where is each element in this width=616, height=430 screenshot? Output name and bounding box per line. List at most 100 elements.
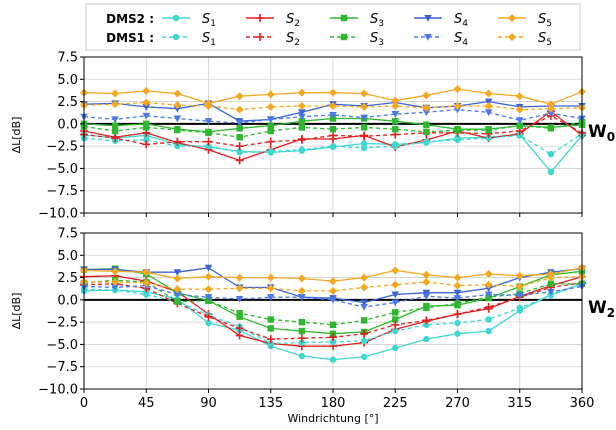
data-point-dms2-s1 <box>329 356 337 363</box>
data-point-dms1-s3 <box>298 124 306 131</box>
data-point-dms2-s5 <box>422 270 431 279</box>
data-point-dms1-s5 <box>453 281 462 290</box>
y-tick-label: 0.0 <box>57 293 78 308</box>
data-point-dms1-s2 <box>484 302 493 311</box>
data-point-dms1-s3 <box>329 126 337 133</box>
panel-w2: 7.5 5.0 2.5 0.0 −2.5 −5.0 −7.5 −10.00 45 90 135 180… <box>10 227 615 426</box>
data-point-dms2-s5 <box>360 273 369 282</box>
data-point-dms1-s5 <box>360 283 369 292</box>
data-point-dms1-s5 <box>329 102 337 111</box>
data-point-dms1-s1 <box>423 138 430 145</box>
data-point-dms2-s4 <box>391 291 400 299</box>
data-point-dms1-s3 <box>547 125 555 132</box>
data-point-dms1-s2 <box>422 316 431 325</box>
legend-label-dms1-s5: S5 <box>538 31 552 48</box>
data-point-dms1-s2 <box>266 335 275 344</box>
legend-marker-dms2-s3 <box>340 14 348 22</box>
y-tick-label: 7.5 <box>57 51 78 66</box>
data-point-dms2-s2 <box>235 156 244 165</box>
data-point-dms1-s4 <box>515 117 524 125</box>
data-point-dms2-s5 <box>173 89 182 98</box>
data-point-dms1-s2 <box>173 137 182 146</box>
data-point-dms1-s5 <box>204 285 213 294</box>
data-point-dms1-s4 <box>173 115 182 123</box>
data-point-dms1-s3 <box>485 126 492 134</box>
data-point-dms1-s1 <box>267 340 274 347</box>
data-point-dms2-s5 <box>391 96 400 105</box>
data-point-dms2-s5 <box>515 271 524 280</box>
data-point-dms1-s3 <box>547 280 555 288</box>
data-point-dms2-s5 <box>235 92 244 101</box>
x-axis-label: Windrichtung [°] <box>287 412 378 425</box>
legend-label-dms2-s4: S4 <box>454 12 468 29</box>
data-point-dms1-s5 <box>142 278 151 287</box>
data-point-dms1-s2 <box>360 132 369 141</box>
data-point-dms1-s3 <box>174 298 181 305</box>
legend-group-label-dms1: DMS1 : <box>106 31 154 45</box>
data-point-dms1-s2 <box>235 142 244 151</box>
data-point-dms1-s1 <box>298 339 306 346</box>
data-point-dms1-s2 <box>204 312 213 321</box>
data-point-dms1-s5 <box>391 280 400 289</box>
data-point-dms1-s2 <box>391 320 400 329</box>
data-point-dms1-s4 <box>173 291 182 299</box>
data-point-dms1-s4 <box>547 288 555 296</box>
y-tick-label: 7.5 <box>57 227 78 242</box>
data-point-dms1-s1 <box>143 291 150 298</box>
data-point-dms2-s4 <box>453 289 462 297</box>
y-tick-label: −5.0 <box>46 338 78 353</box>
data-point-dms1-s5 <box>515 282 524 291</box>
data-point-dms2-s3 <box>423 121 430 128</box>
data-point-dms2-s4 <box>360 299 368 307</box>
data-point-dms1-s2 <box>235 324 244 333</box>
legend-frame <box>85 3 581 51</box>
data-point-dms1-s1 <box>454 319 461 327</box>
data-point-dms1-s1 <box>516 304 523 312</box>
data-point-dms1-s5 <box>391 102 400 111</box>
data-point-dms1-s3 <box>174 126 181 134</box>
data-point-dms1-s3 <box>454 300 461 307</box>
data-point-dms1-s5 <box>329 286 337 295</box>
data-point-dms2-s1 <box>454 330 461 337</box>
data-point-dms2-s1 <box>360 353 368 361</box>
data-point-dms2-s3 <box>143 120 150 128</box>
data-point-dms1-s5 <box>235 105 244 114</box>
data-point-dms1-s4 <box>391 299 400 307</box>
data-point-dms2-s1 <box>485 327 492 335</box>
data-point-dms1-s4 <box>547 110 555 117</box>
legend-marker-dms1-s2 <box>256 33 264 41</box>
data-point-dms1-s3 <box>423 128 430 136</box>
y-tick-label: −7.5 <box>46 360 78 375</box>
data-point-dms2-s3 <box>267 122 274 129</box>
data-point-dms1-s1 <box>267 148 274 155</box>
data-point-dms2-s5 <box>266 90 275 99</box>
data-point-dms2-s5 <box>329 88 337 97</box>
data-point-dms1-s3 <box>267 127 274 135</box>
data-point-dms1-s4 <box>298 294 306 301</box>
x-tick-label: 90 <box>200 396 217 411</box>
data-point-dms1-s5 <box>484 280 493 289</box>
y-tick-label: −7.5 <box>46 184 78 199</box>
data-point-dms2-s4 <box>204 264 213 272</box>
data-point-dms2-s3 <box>267 325 274 332</box>
data-point-dms2-s4 <box>142 103 151 111</box>
y-tick-label: 2.5 <box>57 95 78 110</box>
data-point-dms1-s5 <box>173 285 182 294</box>
legend-label-dms1-s3: S3 <box>370 31 384 48</box>
data-point-dms2-s3 <box>392 117 399 125</box>
data-point-dms1-s4 <box>111 116 119 124</box>
legend-marker-dms2-s1 <box>172 14 180 22</box>
legend-marker-dms1-s4 <box>424 34 432 41</box>
data-point-dms2-s5 <box>329 277 337 286</box>
data-point-dms1-s4 <box>235 295 244 303</box>
data-point-dms2-s1 <box>423 335 430 343</box>
legend-marker-dms2-s5 <box>508 14 516 22</box>
data-point-dms2-s3 <box>111 122 119 129</box>
data-point-dms1-s3 <box>143 124 150 131</box>
data-point-dms1-s1 <box>360 337 368 345</box>
data-point-dms1-s1 <box>392 142 399 150</box>
panel-w0: 7.5 5.0 2.5 0.0 −2.5 −5.0 −7.5 −10.0 ΔL[dB] W0 <box>10 51 615 222</box>
data-point-dms1-s3 <box>423 304 430 312</box>
data-point-dms1-s1 <box>298 146 306 153</box>
